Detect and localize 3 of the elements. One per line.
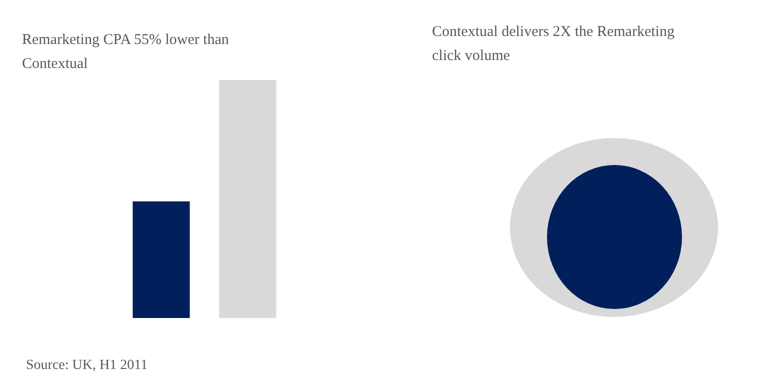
text: Contextual delivers 2X the Remarketing click volume [432, 23, 676, 66]
chart-title: Remarketing CPA 55% lower than Contextual [22, 31, 230, 74]
source-note: Source: UK, H1 2011 [26, 358, 148, 374]
